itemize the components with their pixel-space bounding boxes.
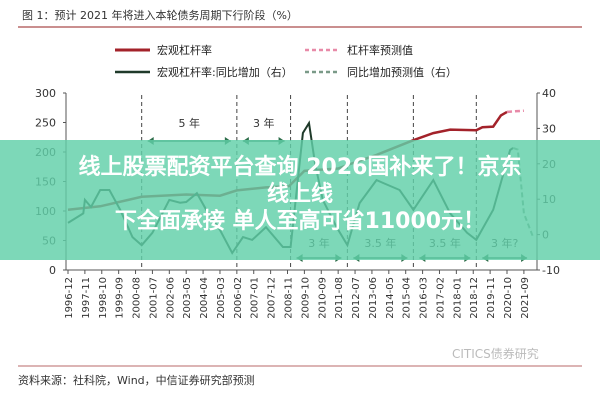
- x-tick-label: 2016-03: [419, 277, 430, 319]
- legend-label-leverage: 宏观杠杆率: [157, 43, 212, 57]
- x-tick-label: 2009-10: [300, 277, 311, 319]
- x-tick-label: 2004-04: [199, 277, 210, 319]
- x-tick-label: 1999-09: [115, 277, 126, 319]
- duration-label: 3 年: [253, 116, 275, 130]
- x-tick-label: 2013-06: [368, 277, 379, 319]
- x-tick-label: 2014-05: [385, 277, 396, 319]
- x-tick-label: 2017-02: [435, 277, 446, 319]
- promo-banner-overlay[interactable]: 线上股票配资平台查询 2026国补来了！京东线上线 下全面承接 单人至高可省11…: [0, 140, 600, 260]
- chart-title: 图 1：预计 2021 年将进入本轮债务周期下行阶段（%）: [22, 8, 298, 22]
- x-tick-label: 1998-10: [98, 277, 109, 319]
- x-tick-label: 2007-01: [250, 277, 261, 319]
- x-tick-label: 2021-09: [520, 277, 531, 319]
- duration-label: 5 年: [179, 116, 201, 130]
- y2-tick-label: -10: [542, 264, 560, 277]
- x-tick-label: 1996-12: [64, 277, 75, 319]
- x-tick-label: 2020-10: [503, 277, 514, 319]
- x-tick-label: 2007-12: [267, 277, 278, 319]
- x-tick-label: 2018-12: [469, 277, 480, 319]
- legend-label-leverage-forecast: 杠杆率预测值: [347, 43, 413, 57]
- y2-tick-label: 40: [542, 87, 556, 100]
- y2-tick-label: 30: [542, 122, 556, 135]
- legend-label-growth: 宏观杠杆率:同比增加（右）: [157, 65, 293, 79]
- x-tick-label: 1997-11: [81, 277, 92, 319]
- banner-text: 线上股票配资平台查询 2026国补来了！京东线上线 下全面承接 单人至高可省11…: [74, 154, 526, 235]
- x-tick-label: 2001-07: [148, 277, 159, 319]
- x-tick-label: 2011-08: [334, 277, 345, 319]
- legend-label-growth-forecast: 同比增加预测值（右）: [347, 65, 457, 79]
- y-tick-label: 300: [35, 87, 56, 100]
- y-tick-label: 250: [35, 117, 56, 130]
- x-tick-label: 2005-03: [216, 277, 227, 319]
- watermark: CITICS债券研究: [452, 346, 539, 361]
- x-tick-label: 2010-09: [317, 277, 328, 319]
- legend: 宏观杠杆率 杠杆率预测值 宏观杠杆率:同比增加（右） 同比增加预测值（右）: [115, 43, 457, 79]
- y-tick-label: 0: [49, 264, 56, 277]
- banner-line-1: 线上股票配资平台查询 2026国补来了！京东线上线: [78, 155, 522, 207]
- x-tick-label: 2002-06: [165, 277, 176, 319]
- x-tick-label: 2000-08: [132, 277, 143, 319]
- banner-line-2: 下全面承接 单人至高可省11000元！: [114, 209, 486, 234]
- x-tick-label: 2012-07: [351, 277, 362, 319]
- x-tick-label: 2015-04: [402, 277, 413, 319]
- x-tick-label: 2018-01: [452, 277, 463, 319]
- series-line-1: [506, 109, 524, 114]
- source-note: 资料来源：社科院，Wind，中信证券研究部预测: [18, 373, 255, 387]
- x-tick-label: 2008-11: [284, 277, 295, 319]
- x-tick-label: 2019-11: [486, 277, 497, 319]
- x-tick-label: 2003-05: [182, 277, 193, 319]
- x-tick-label: 2006-02: [233, 277, 244, 319]
